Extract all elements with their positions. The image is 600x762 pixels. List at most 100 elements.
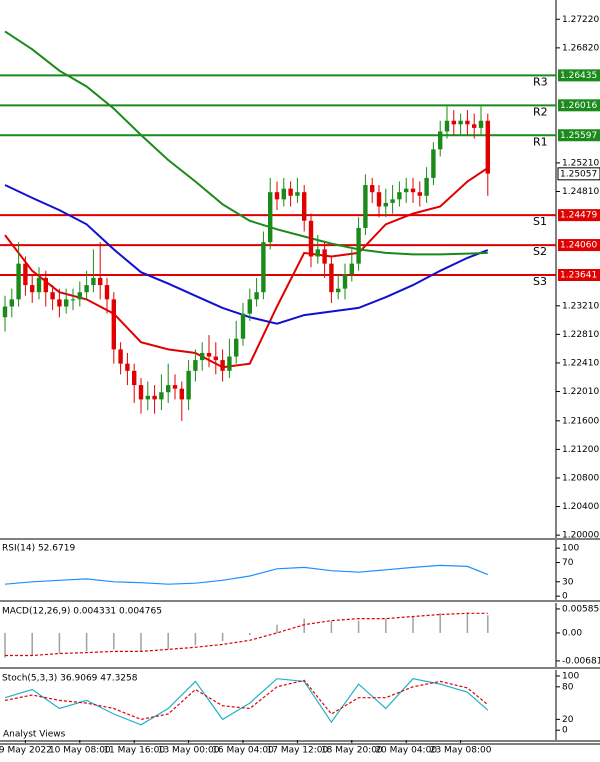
y-tick-label: 1.25210 bbox=[562, 158, 599, 168]
last-price-box bbox=[557, 167, 600, 181]
y-tick-label: 0.00 bbox=[562, 628, 582, 638]
candle-body bbox=[438, 131, 443, 150]
x-tick-label: 20 May 04:00 bbox=[375, 746, 437, 756]
y-tick-label: 0 bbox=[562, 592, 568, 602]
candle-body bbox=[268, 192, 273, 243]
candle-body bbox=[390, 199, 395, 203]
candle-body bbox=[240, 313, 246, 339]
candle-body bbox=[424, 177, 429, 196]
level-name: S3 bbox=[533, 275, 547, 288]
y-tick-label: 1.26820 bbox=[562, 43, 599, 53]
x-tick-label: 18 May 20:00 bbox=[321, 746, 383, 756]
candle-body bbox=[397, 192, 402, 200]
y-tick-label: 0 bbox=[562, 726, 568, 736]
footer-label: Analyst Views bbox=[3, 730, 66, 740]
level-box bbox=[558, 129, 600, 142]
candle-body bbox=[410, 188, 416, 193]
level-box bbox=[558, 269, 600, 282]
indicator-line bbox=[4, 679, 489, 721]
candle-body bbox=[9, 299, 14, 307]
candle-body bbox=[234, 338, 239, 357]
candle-body bbox=[315, 249, 320, 257]
candle-body bbox=[166, 385, 171, 393]
candle-body bbox=[77, 292, 82, 300]
candle-body bbox=[152, 395, 157, 400]
y-tick-label: 1.27220 bbox=[562, 15, 599, 25]
candle-body bbox=[16, 263, 21, 300]
candle-body bbox=[485, 120, 490, 174]
y-tick-label: 1.24810 bbox=[562, 187, 599, 197]
candle-body bbox=[200, 352, 205, 361]
y-tick-label: 70 bbox=[562, 558, 574, 568]
level-name: R1 bbox=[533, 135, 548, 148]
x-tick-label: 17 May 12:00 bbox=[267, 746, 329, 756]
moving-average bbox=[4, 30, 488, 256]
candle-body bbox=[383, 202, 388, 207]
candle-body bbox=[444, 120, 450, 132]
candle-body bbox=[451, 120, 456, 125]
candle-body bbox=[213, 356, 218, 361]
level-name: S2 bbox=[533, 245, 547, 258]
y-tick-label: 1.22010 bbox=[562, 387, 599, 397]
x-tick-label: 10 May 08:00 bbox=[49, 746, 111, 756]
level-box bbox=[558, 99, 600, 112]
x-tick-label: 13 May 00:00 bbox=[158, 746, 220, 756]
candle-body bbox=[336, 288, 341, 293]
candle-body bbox=[295, 192, 300, 196]
candle-body bbox=[302, 192, 307, 221]
candle-body bbox=[145, 395, 150, 400]
candle-body bbox=[125, 363, 130, 371]
moving-average bbox=[4, 167, 489, 369]
level-name: R3 bbox=[533, 75, 548, 88]
y-tick-label: 1.21600 bbox=[562, 416, 599, 426]
candle-body bbox=[281, 188, 286, 200]
candle-body bbox=[254, 292, 259, 300]
x-tick-label: 11 May 16:00 bbox=[103, 746, 165, 756]
candle-body bbox=[472, 124, 477, 128]
indicator-title: RSI(14) 52.6719 bbox=[2, 544, 75, 554]
indicator-line bbox=[5, 612, 488, 657]
y-tick-label: 80 bbox=[562, 682, 574, 692]
y-tick-label: 1.23210 bbox=[562, 301, 599, 311]
candle-body bbox=[458, 120, 463, 125]
y-tick-label: 0.005858 bbox=[562, 604, 600, 614]
level-name: R2 bbox=[533, 105, 548, 118]
y-tick-label: -0.006815 bbox=[562, 656, 600, 666]
candle-body bbox=[70, 299, 76, 301]
candle-body bbox=[322, 249, 327, 264]
level-name: S1 bbox=[533, 215, 547, 228]
level-box bbox=[558, 69, 600, 82]
indicator-title: MACD(12,26,9) 0.004331 0.004765 bbox=[2, 607, 162, 617]
level-value: 1.26435 bbox=[560, 71, 597, 81]
level-value: 1.24479 bbox=[560, 211, 597, 221]
candle-body bbox=[356, 227, 361, 264]
candle-body bbox=[342, 274, 348, 289]
candle-body bbox=[23, 263, 28, 286]
x-tick-label: 16 May 04:00 bbox=[212, 746, 274, 756]
candle-body bbox=[370, 185, 375, 193]
y-tick-label: 1.21200 bbox=[562, 445, 599, 455]
candle-body bbox=[43, 277, 48, 293]
candle-body bbox=[159, 392, 164, 400]
candle-body bbox=[2, 306, 8, 318]
candle-body bbox=[172, 385, 178, 389]
indicator-line bbox=[4, 564, 489, 585]
y-tick-label: 100 bbox=[562, 671, 579, 681]
candle-body bbox=[104, 285, 110, 300]
x-tick-label: 23 May 08:00 bbox=[430, 746, 492, 756]
candle-body bbox=[84, 285, 89, 293]
candle-body bbox=[308, 220, 314, 257]
candle-body bbox=[193, 360, 198, 371]
candle-body bbox=[179, 388, 184, 400]
candle-body bbox=[465, 120, 470, 125]
indicator-title: Stoch(5,3,3) 36.9069 47.3258 bbox=[2, 674, 138, 684]
candle-body bbox=[329, 263, 334, 293]
candle-body bbox=[478, 120, 484, 128]
candle-body bbox=[30, 285, 35, 293]
y-tick-label: 1.20000 bbox=[562, 531, 599, 541]
candle-body bbox=[431, 149, 436, 178]
candle-body bbox=[206, 352, 212, 357]
candle-body bbox=[247, 299, 252, 314]
candle-body bbox=[57, 299, 62, 307]
